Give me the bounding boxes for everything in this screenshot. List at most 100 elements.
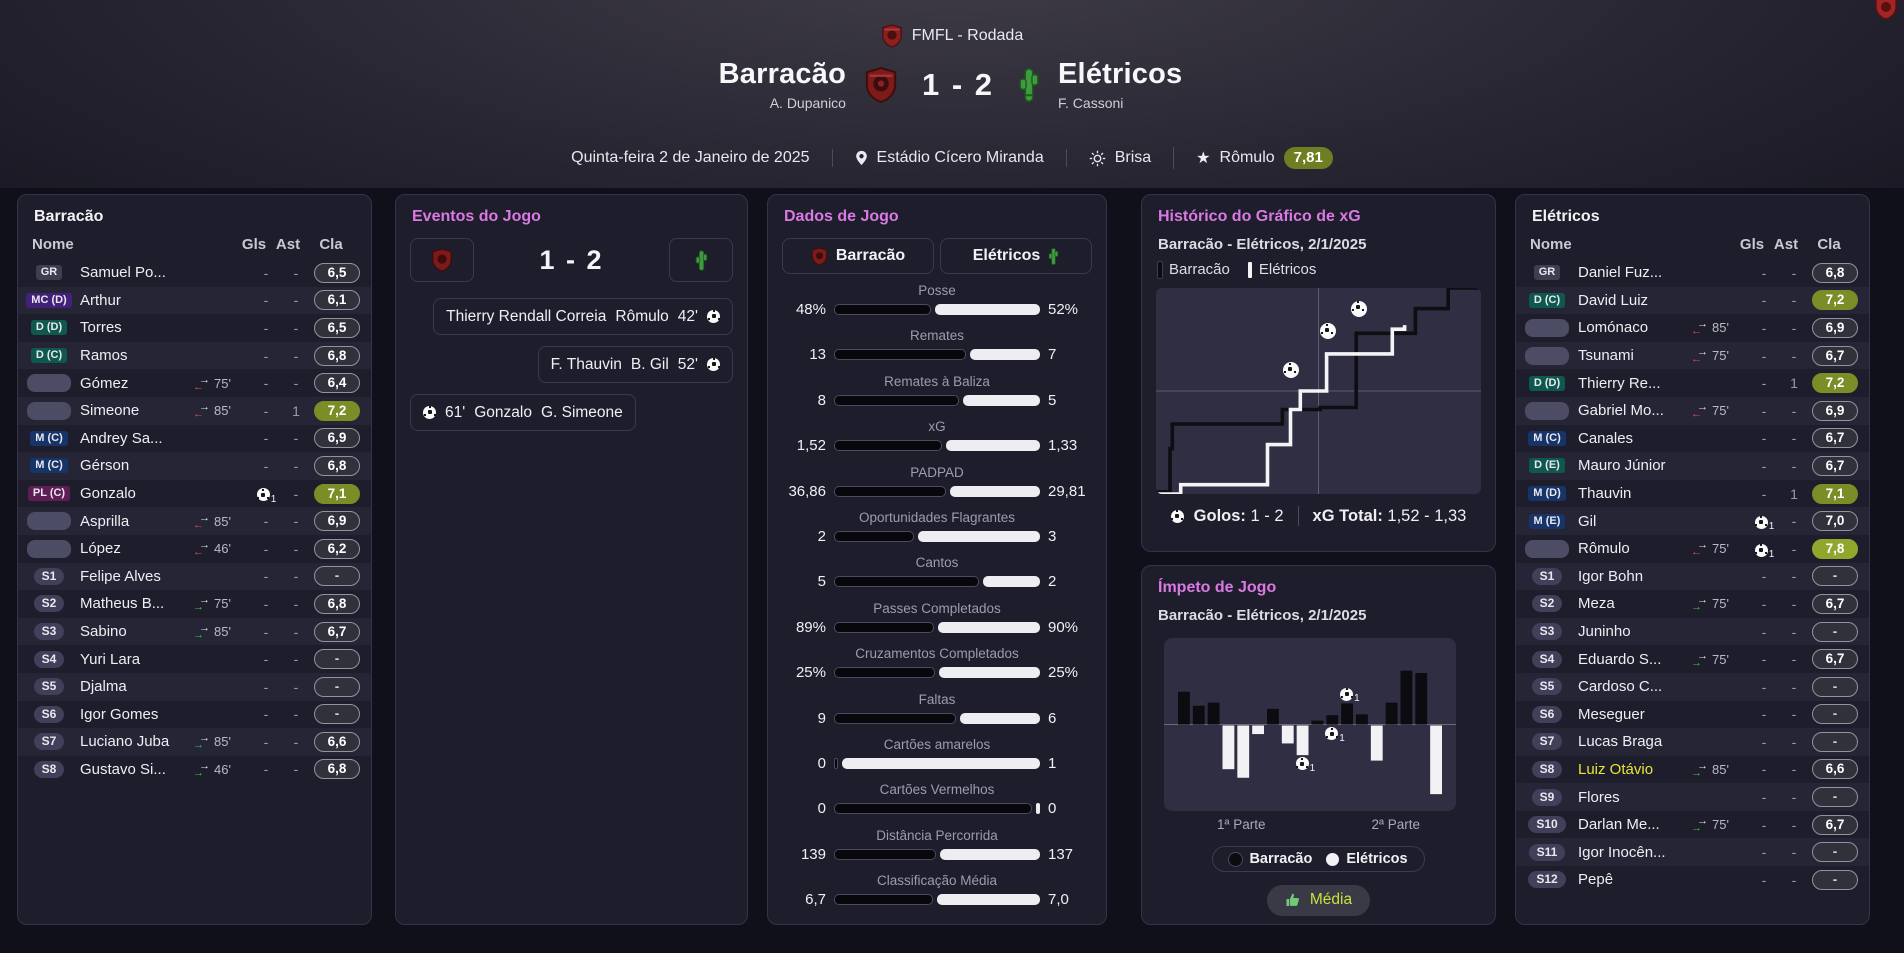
player-row[interactable]: S9 Flores - - - (1516, 783, 1869, 811)
home-team-name[interactable]: Barracão (718, 58, 846, 90)
stat-row: Oportunidades Flagrantes 2 3 (780, 505, 1094, 550)
player-row[interactable]: GR Daniel Fuz... - -6,8 (1516, 259, 1869, 287)
player-row[interactable]: D (C) Ramos - -6,8 (18, 341, 371, 370)
player-row[interactable]: MC (D) Arthur - -6,1 (18, 286, 371, 315)
player-row[interactable]: S1 Igor Bohn - - - (1516, 562, 1869, 591)
sub-off-icon: → ← (193, 373, 210, 393)
venue-name: Estádio Cícero Miranda (876, 149, 1044, 166)
event-assister: Thierry Rendall Correia (446, 307, 607, 325)
goals-cell: - (1761, 347, 1767, 364)
player-row[interactable]: M (C) Canales - -6,7 (1516, 425, 1869, 453)
player-row[interactable]: Lomónaco → ← 85' - -6,9 (1516, 314, 1869, 342)
player-row[interactable]: M (E) Gil 1 -7,0 (1516, 507, 1869, 535)
player-row[interactable]: D (D) Torres - -6,5 (18, 314, 371, 342)
rating-cell: 6,4 (311, 373, 363, 394)
player-row[interactable]: M (C) Gérson - -6,8 (18, 452, 371, 480)
rating-cell: - (1809, 787, 1861, 808)
player-row[interactable]: S5 Cardoso C... - - - (1516, 672, 1869, 701)
motm-segment[interactable]: ★ Rômulo 7,81 (1173, 147, 1355, 169)
player-name: Canales (1578, 429, 1634, 447)
away-team-block[interactable]: Elétricos F. Cassoni (1058, 58, 1388, 111)
player-row[interactable]: S4 Eduardo S... → → 75' - -6,7 (1516, 645, 1869, 673)
home-team-block[interactable]: Barracão A. Dupanico (516, 58, 846, 111)
player-row[interactable]: M (C) Andrey Sa... - -6,9 (18, 425, 371, 453)
player-row[interactable]: S7 Luciano Juba → → 85' - -6,6 (18, 728, 371, 756)
stat-home-value: 36,86 (788, 482, 826, 500)
media-button[interactable]: Média (1266, 885, 1371, 916)
goals-cell: - (263, 319, 269, 336)
momentum-goal-marker: 1 (1325, 725, 1345, 744)
player-name: Andrey Sa... (80, 429, 163, 447)
events-away-crest-button[interactable] (669, 238, 733, 282)
player-row[interactable]: GR Samuel Po... - -6,5 (18, 259, 371, 287)
away-bar (938, 621, 1040, 633)
events-score-row: 1 - 2 (410, 238, 733, 282)
player-row[interactable]: S2 Meza → → 75' - -6,7 (1516, 590, 1869, 618)
player-row[interactable]: PL (C) Gonzalo 1 -7,1 (18, 480, 371, 508)
player-row[interactable]: López → ← 46' - -6,2 (18, 535, 371, 563)
momentum-bar-away (1222, 725, 1235, 770)
goals-cell: - (263, 706, 269, 723)
player-row[interactable]: M (D) Thauvin - 1 7,1 (1516, 480, 1869, 508)
player-row[interactable]: S8 Gustavo Si... → → 46' - -6,8 (18, 756, 371, 784)
player-row[interactable]: S2 Matheus B... → → 75' - -6,8 (18, 590, 371, 618)
home-goal-event[interactable]: 61' Gonzalo G. Simeone (410, 394, 636, 431)
home-bar (834, 349, 966, 361)
goal-ball-icon (1295, 757, 1309, 771)
away-goal-event[interactable]: F. Thauvin B. Gil 52' (537, 346, 733, 383)
player-row[interactable]: S6 Meseguer - - - (1516, 701, 1869, 729)
goals-cell: - (1761, 595, 1767, 612)
stats-away-team-button[interactable]: Elétricos (940, 238, 1092, 274)
goal-ball-icon: 1 (1295, 755, 1315, 774)
stat-home-value: 1,52 (796, 437, 826, 455)
home-bar (834, 667, 935, 679)
stats-home-team-button[interactable]: Barracão (782, 238, 934, 274)
sub-minute: 85' (214, 624, 231, 640)
player-row[interactable]: Gabriel Mo... → ← 75' - -6,9 (1516, 396, 1869, 425)
player-row[interactable]: S11 Igor Inocên... - - - (1516, 838, 1869, 867)
stat-label: Cruzamentos Completados (855, 646, 1019, 662)
player-row[interactable]: D (E) Mauro Júnior - -6,7 (1516, 452, 1869, 480)
rating-cell: 6,7 (1809, 428, 1861, 449)
player-row[interactable]: S12 Pepê - - - (1516, 866, 1869, 894)
position-badge: S6 (1524, 705, 1570, 723)
motm-name[interactable]: Rômulo (1219, 149, 1275, 166)
player-row[interactable]: S1 Felipe Alves - - - (18, 562, 371, 591)
player-row[interactable]: S5 Djalma - - - (18, 672, 371, 701)
player-row[interactable]: S7 Lucas Braga - - - (1516, 728, 1869, 756)
player-row[interactable]: S3 Juninho - - - (1516, 617, 1869, 646)
player-name: Luciano Juba (80, 733, 170, 751)
stat-home-value: 2 (817, 527, 826, 545)
momentum-bar-away (1237, 725, 1250, 778)
player-row[interactable]: Asprilla → ← 85' - -6,9 (18, 507, 371, 535)
position-badge: S5 (1524, 678, 1570, 696)
events-home-crest-button[interactable] (410, 238, 474, 282)
stat-away-value: 1 (1048, 754, 1057, 772)
player-row[interactable]: D (D) Thierry Re... - 1 7,2 (1516, 369, 1869, 397)
goal-ball-icon (1325, 727, 1339, 740)
stat-bars (834, 576, 1040, 588)
player-row[interactable]: Rômulo → ← 75' 1 -7,8 (1516, 535, 1869, 563)
player-row[interactable]: S4 Yuri Lara - - - (18, 645, 371, 673)
away-goal-event[interactable]: Thierry Rendall Correia Rômulo 42' (433, 298, 733, 335)
player-row[interactable]: Simeone → ← 85' -1 7,2 (18, 396, 371, 425)
player-row[interactable]: S6 Igor Gomes - - - (18, 701, 371, 729)
xg-history-panel: Histórico do Gráfico de xG Barracão - El… (1141, 194, 1496, 552)
player-row[interactable]: S10 Darlan Me... → → 75' - -6,7 (1516, 811, 1869, 839)
player-row[interactable]: Tsunami → ← 75' - -6,7 (1516, 341, 1869, 370)
home-manager-name[interactable]: A. Dupanico (769, 95, 846, 111)
player-row[interactable]: S8 Luiz Otávio → → 85' - -6,6 (1516, 756, 1869, 784)
away-manager-name[interactable]: F. Cassoni (1058, 95, 1124, 111)
assists-cell: - (293, 761, 299, 778)
player-row[interactable]: S3 Sabino → → 85' - -6,7 (18, 617, 371, 646)
player-row[interactable]: D (C) David Luiz - -7,2 (1516, 286, 1869, 315)
player-row[interactable]: Gómez → ← 75' - -6,4 (18, 369, 371, 397)
away-line-swatch (1247, 261, 1252, 278)
assists-cell: - (1791, 347, 1797, 364)
position-badge: S7 (26, 733, 72, 751)
goals-cell: - (263, 733, 269, 750)
goal-count: 1 (1339, 732, 1345, 744)
position-badge (26, 374, 72, 393)
away-team-name[interactable]: Elétricos (1058, 58, 1183, 90)
